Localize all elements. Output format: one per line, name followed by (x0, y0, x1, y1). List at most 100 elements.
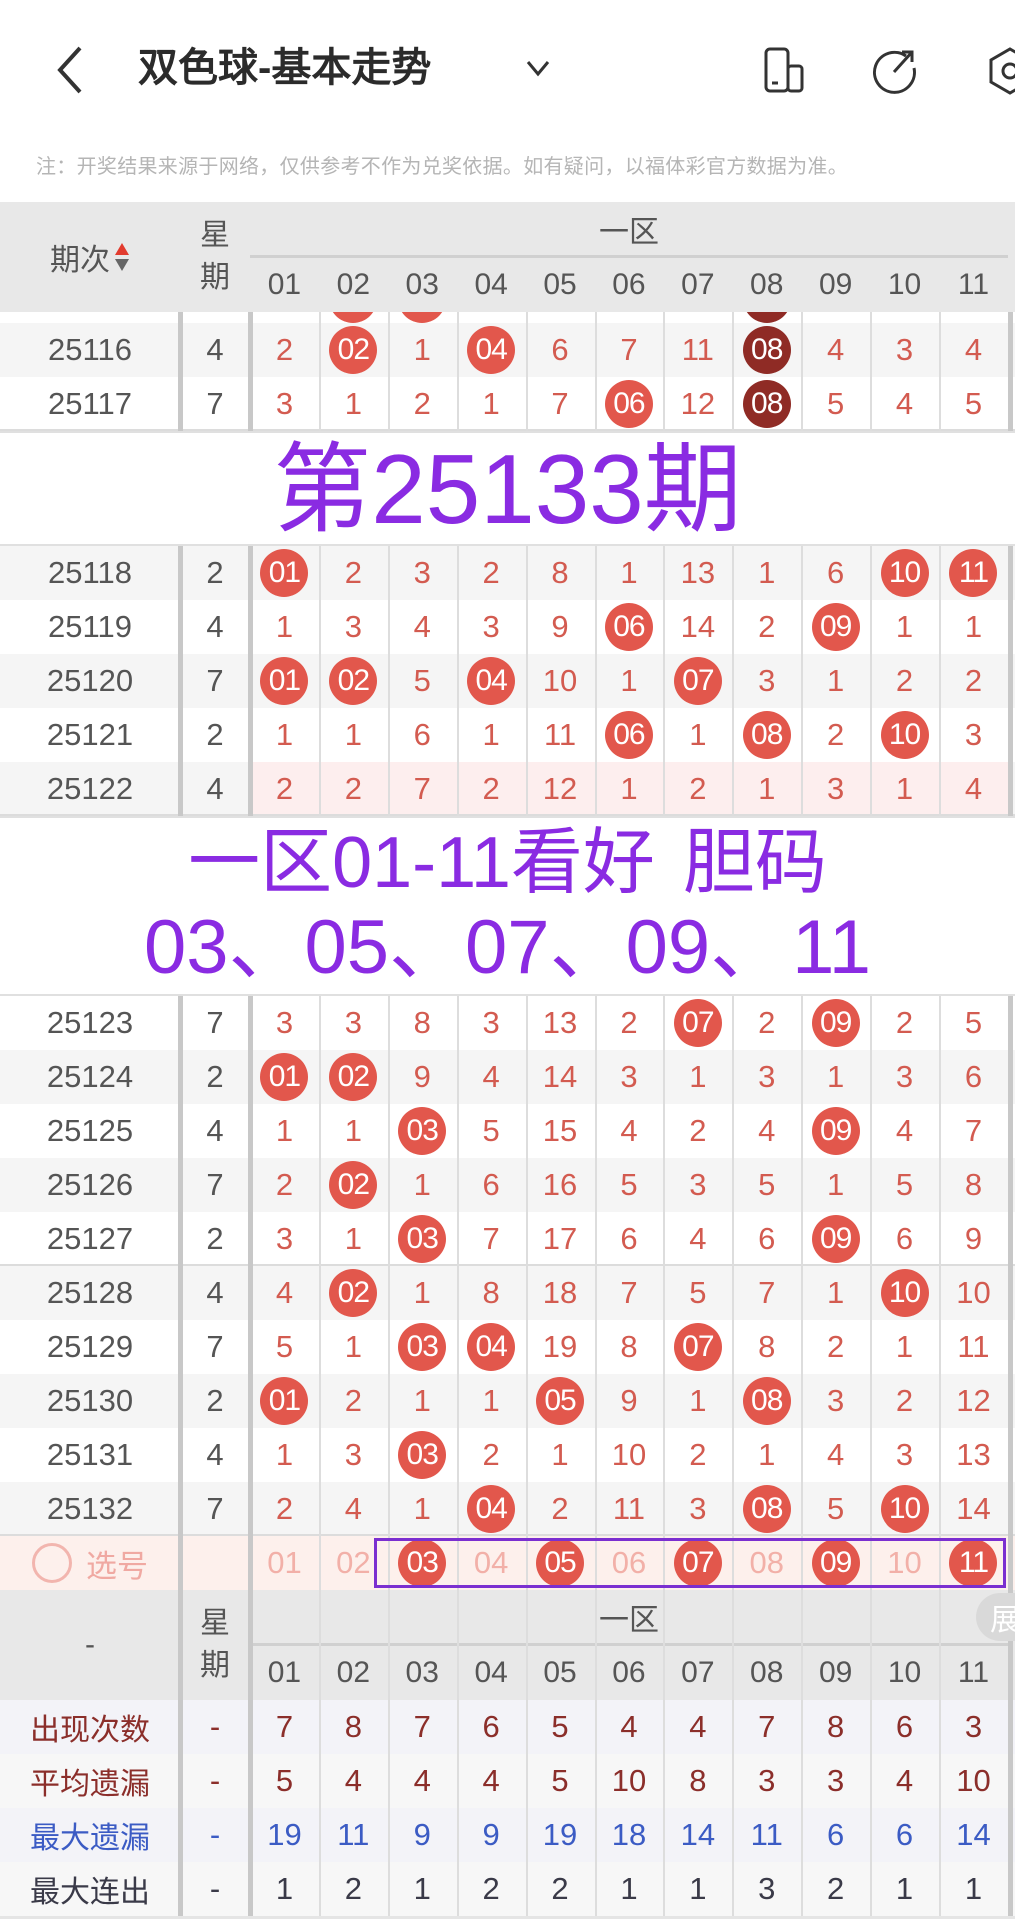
select-ball-11[interactable]: 11 (939, 1536, 1008, 1590)
select-ball-02[interactable]: 02 (319, 1536, 388, 1590)
cell-col-06: 7 (595, 323, 664, 377)
period-number: 25122 (46, 771, 134, 806)
select-ball-03[interactable]: 03 (388, 1536, 457, 1590)
stats-value: 14 (680, 1817, 716, 1852)
select-number-button[interactable]: 选号 (0, 1536, 180, 1590)
header-col-6: 06 (612, 1656, 646, 1689)
select-ball-07[interactable]: 07 (663, 1536, 732, 1590)
miss-count: 7 (620, 1275, 638, 1310)
miss-count: 2 (482, 1437, 500, 1472)
winning-ball: 03 (398, 1431, 447, 1479)
cell-col-01: 01 (250, 546, 319, 600)
winning-ball: 02 (329, 1053, 378, 1101)
table-row: 25128 4 4 02 1 8 18 7 5 7 1 10 10 (0, 1266, 1015, 1320)
share-icon[interactable] (870, 46, 920, 96)
stats-value: 1 (964, 1871, 983, 1906)
period-number: 25116 (48, 332, 132, 367)
period-number: 25131 (46, 1437, 134, 1472)
miss-count: 2 (482, 555, 500, 590)
winning-ball: 02 (329, 657, 378, 705)
cell-col-10: 2 (870, 654, 939, 708)
miss-count: 11 (543, 717, 577, 752)
cell-col-05: 11 (526, 708, 595, 762)
scrollbar[interactable] (1008, 1590, 1013, 1700)
cell-col-05: 17 (526, 1212, 595, 1266)
header-period-label: 期次 (50, 244, 110, 277)
miss-count: 9 (964, 1221, 983, 1256)
cell-col-07: 13 (663, 546, 732, 600)
miss-count: 1 (827, 1275, 845, 1310)
group-divider (0, 1264, 1015, 1267)
cell-col-03: 1 (388, 1482, 457, 1536)
weekday: 4 (206, 332, 224, 367)
unselected-number: 06 (611, 1545, 647, 1580)
select-ball-08[interactable]: 08 (732, 1536, 801, 1590)
divider (801, 1590, 804, 1700)
group-divider (0, 429, 1015, 432)
select-ball-10[interactable]: 10 (870, 1536, 939, 1590)
cell-col-04: 4 (457, 1050, 526, 1104)
cell-col-11: 3 (939, 708, 1008, 762)
miss-count: 2 (895, 1383, 914, 1418)
miss-count: 14 (956, 1491, 991, 1526)
select-ball-06[interactable]: 06 (595, 1536, 664, 1590)
stats-value: 6 (895, 1817, 914, 1852)
cell-col-11: 5 (939, 996, 1008, 1050)
stats-value: 5 (551, 1709, 569, 1744)
cell-col-07: 3 (663, 1158, 732, 1212)
cell-col-05: 7 (526, 377, 595, 431)
winning-ball: 08 (742, 380, 791, 428)
period-number: 25132 (46, 1491, 134, 1526)
cell-col-01: 01 (250, 1374, 319, 1428)
cell-col-08: 3 (732, 1050, 801, 1104)
select-ball-09[interactable]: 09 (801, 1536, 870, 1590)
select-ball-04[interactable]: 04 (457, 1536, 526, 1590)
cell-col-11: 1 (939, 600, 1008, 654)
divider (870, 1590, 873, 1700)
overlay-tip-band: 一区01-11看好 胆码 03、05、07、09、 11 (0, 816, 1015, 996)
miss-count: 18 (542, 1275, 578, 1310)
cell-col-10: 6 (870, 1212, 939, 1266)
winning-ball: 06 (604, 603, 653, 651)
phone-icon[interactable] (760, 46, 810, 96)
miss-count: 10 (956, 1275, 991, 1310)
scrollbar[interactable] (1008, 1700, 1013, 1916)
miss-count: 16 (542, 1167, 578, 1202)
period-number: 25117 (48, 386, 132, 421)
expand-button[interactable]: 展 (976, 1593, 1015, 1641)
sort-period-button[interactable]: 期次 (0, 202, 180, 312)
cell-col-09: 6 (801, 546, 870, 600)
miss-count: 1 (413, 1383, 431, 1418)
select-circle-icon (32, 1543, 72, 1583)
stats-value: 4 (895, 1763, 914, 1798)
miss-count: 8 (551, 555, 569, 590)
winning-ball: 07 (673, 657, 722, 705)
miss-count: 13 (680, 555, 716, 590)
cell-col-03: 7 (388, 762, 457, 816)
miss-count: 1 (275, 1113, 294, 1148)
period-number: 25119 (48, 609, 132, 644)
miss-count: 1 (895, 771, 914, 806)
miss-count: 1 (827, 663, 845, 698)
miss-count: 1 (413, 332, 431, 367)
back-arrow-icon[interactable] (50, 40, 90, 100)
miss-count: 11 (612, 1491, 646, 1526)
page-title[interactable]: 双色球-基本走势 (138, 46, 432, 90)
winning-ball: 01 (260, 1377, 309, 1425)
cell-col-05: 13 (526, 996, 595, 1050)
select-ball-01[interactable]: 01 (250, 1536, 319, 1590)
miss-count: 2 (620, 1005, 638, 1040)
table-row: 25117 7 3 1 2 1 7 06 12 08 5 4 5 (0, 377, 1015, 432)
stats-value: 19 (267, 1817, 302, 1852)
settings-icon[interactable] (985, 46, 1015, 96)
miss-count: 1 (275, 717, 294, 752)
table-row: 25132 7 2 4 1 04 2 11 3 08 5 10 14 (0, 1482, 1015, 1537)
select-ball-05[interactable]: 05 (526, 1536, 595, 1590)
cell-col-07: 12 (663, 377, 732, 431)
chevron-down-icon[interactable] (520, 50, 556, 86)
cell-col-07: 2 (663, 1104, 732, 1158)
miss-count: 6 (827, 555, 845, 590)
stats-value: 3 (758, 1763, 776, 1798)
miss-count: 19 (542, 1329, 578, 1364)
miss-count: 2 (551, 1491, 569, 1526)
